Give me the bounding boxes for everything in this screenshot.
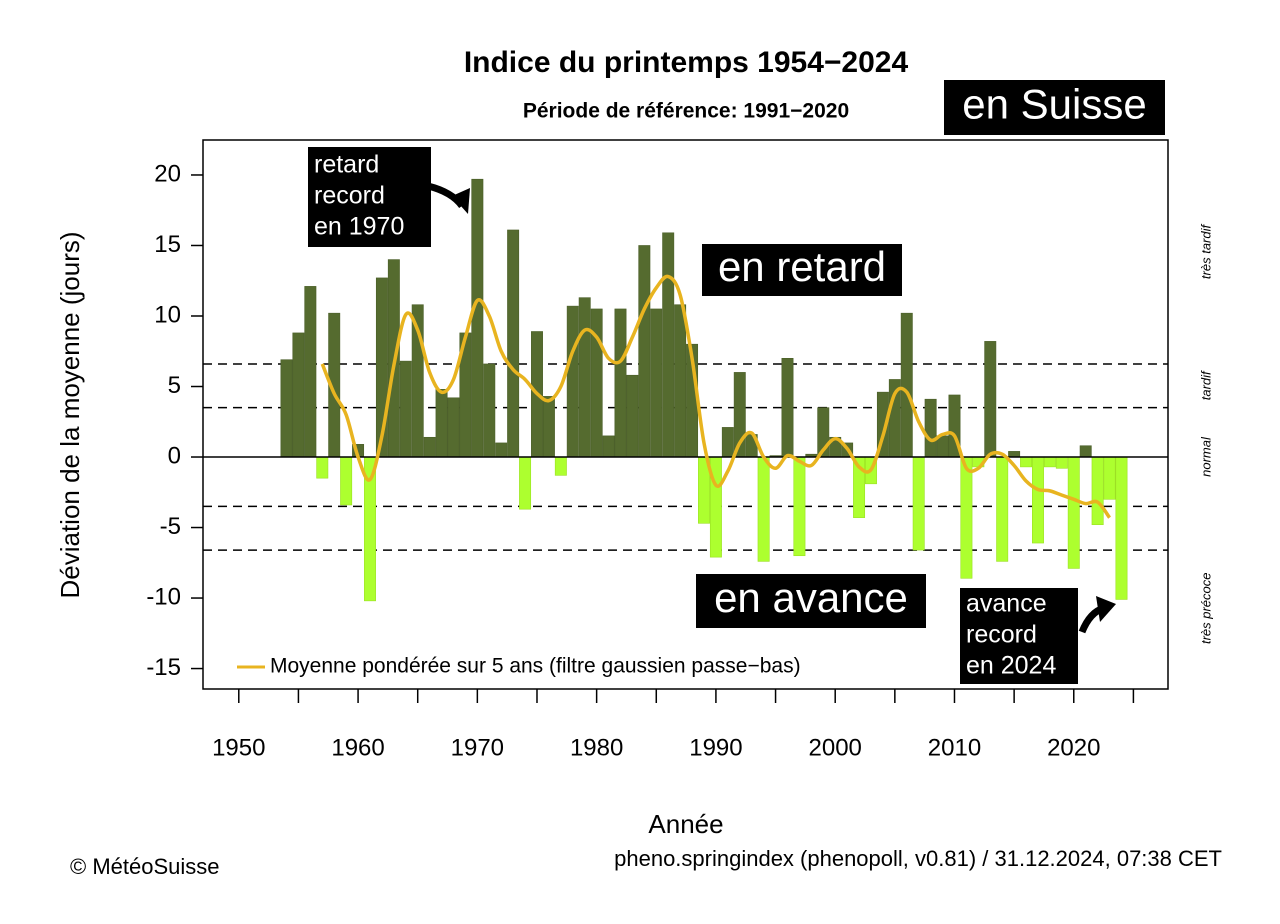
- annotation-text: record: [966, 621, 1037, 649]
- bar: [936, 435, 949, 458]
- y-tick-label: 20: [154, 160, 181, 187]
- annotation-text: en 2024: [966, 652, 1056, 680]
- bar: [399, 360, 412, 458]
- bar: [566, 305, 579, 458]
- bar: [781, 358, 794, 458]
- bar: [674, 304, 687, 458]
- bar: [1032, 456, 1044, 544]
- bar: [626, 374, 639, 458]
- bar: [507, 229, 520, 458]
- bar: [483, 363, 496, 458]
- y-tick-label: -10: [146, 583, 181, 610]
- bar: [1043, 456, 1056, 468]
- annotation-box: [696, 574, 926, 628]
- annotation: en avance: [696, 574, 926, 628]
- bar: [280, 359, 293, 458]
- annotation: avance record en 2024: [960, 588, 1078, 684]
- zone-label: très tardif: [1198, 223, 1213, 279]
- bar: [996, 456, 1009, 562]
- x-tick-label: 1950: [212, 734, 265, 761]
- y-tick-label: -15: [146, 654, 181, 681]
- zone-label: tardif: [1198, 370, 1213, 400]
- credit: © MétéoSuisse: [70, 854, 220, 879]
- bar: [578, 297, 591, 458]
- bar: [1091, 456, 1104, 526]
- bar: [471, 178, 484, 458]
- bar: [1103, 456, 1116, 500]
- source: pheno.springindex (phenopoll, v0.81) / 3…: [614, 846, 1222, 871]
- bar: [423, 436, 436, 458]
- x-tick-label: 1990: [689, 734, 742, 761]
- bar: [1079, 445, 1092, 458]
- bar: [1115, 456, 1128, 600]
- bar: [984, 341, 997, 458]
- zone-label: très précoce: [1198, 572, 1213, 644]
- bar: [292, 332, 305, 458]
- bar: [340, 456, 353, 506]
- bar: [447, 397, 460, 458]
- annotation-text: en avance: [714, 574, 908, 621]
- bar: [304, 286, 317, 458]
- bar: [650, 308, 663, 458]
- bar: [519, 456, 532, 510]
- y-tick-label: 5: [168, 372, 181, 399]
- smoothed-line: [320, 274, 1111, 519]
- annotation: retard record en 1970: [308, 147, 431, 247]
- x-tick-label: 2020: [1047, 734, 1100, 761]
- x-tick-label: 1960: [331, 734, 384, 761]
- y-tick-label: -5: [160, 513, 181, 540]
- plot-frame: [202, 139, 1169, 690]
- annotation-box: [960, 588, 1078, 684]
- x-tick-label: 2000: [809, 734, 862, 761]
- bar: [316, 456, 329, 479]
- bar: [960, 456, 973, 579]
- bar: [912, 456, 925, 551]
- bar: [638, 245, 651, 458]
- annotation-box: [944, 80, 1165, 135]
- annotation-text: record: [314, 182, 385, 210]
- bar: [757, 456, 770, 562]
- bar: [554, 456, 567, 476]
- y-tick-label: 10: [154, 301, 181, 328]
- arrow-head: [452, 188, 470, 214]
- bar: [1008, 451, 1021, 458]
- bar: [614, 308, 627, 458]
- chart-subtitle: Période de référence: 1991−2020: [523, 100, 849, 123]
- annotation-text: en 1970: [314, 213, 404, 241]
- chart-title: Indice du printemps 1954−2024: [464, 46, 909, 79]
- y-tick-label: 15: [154, 231, 181, 258]
- annotation-text: en retard: [718, 243, 886, 290]
- annotation: en Suisse: [944, 80, 1165, 135]
- annotation-text: en Suisse: [962, 81, 1146, 128]
- bar: [900, 312, 913, 458]
- bar: [495, 442, 508, 458]
- bar: [1067, 456, 1080, 569]
- annotation-box: [702, 244, 902, 296]
- zone-label: normal: [1198, 436, 1213, 477]
- bar: [721, 427, 734, 458]
- bar: [924, 398, 937, 458]
- arrow-head: [1096, 596, 1116, 622]
- annotation-text: avance: [966, 590, 1047, 618]
- bar: [542, 396, 555, 458]
- annotation-text: retard: [314, 151, 379, 179]
- x-tick-label: 2010: [928, 734, 981, 761]
- bar: [435, 389, 448, 458]
- bar: [1020, 456, 1033, 468]
- x-tick-label: 1970: [451, 734, 504, 761]
- x-tick-label: 1980: [570, 734, 623, 761]
- bar: [602, 435, 615, 458]
- bar: [1055, 456, 1068, 469]
- annotation-box: [308, 147, 431, 247]
- y-tick-label: 0: [168, 442, 181, 469]
- y-axis-label: Déviation de la moyenne (jours): [55, 231, 85, 598]
- annotation: en retard: [702, 243, 902, 296]
- bar: [793, 456, 806, 557]
- legend-label: Moyenne pondérée sur 5 ans (filtre gauss…: [270, 655, 801, 678]
- bar: [662, 232, 675, 458]
- x-axis-label: Année: [648, 809, 723, 839]
